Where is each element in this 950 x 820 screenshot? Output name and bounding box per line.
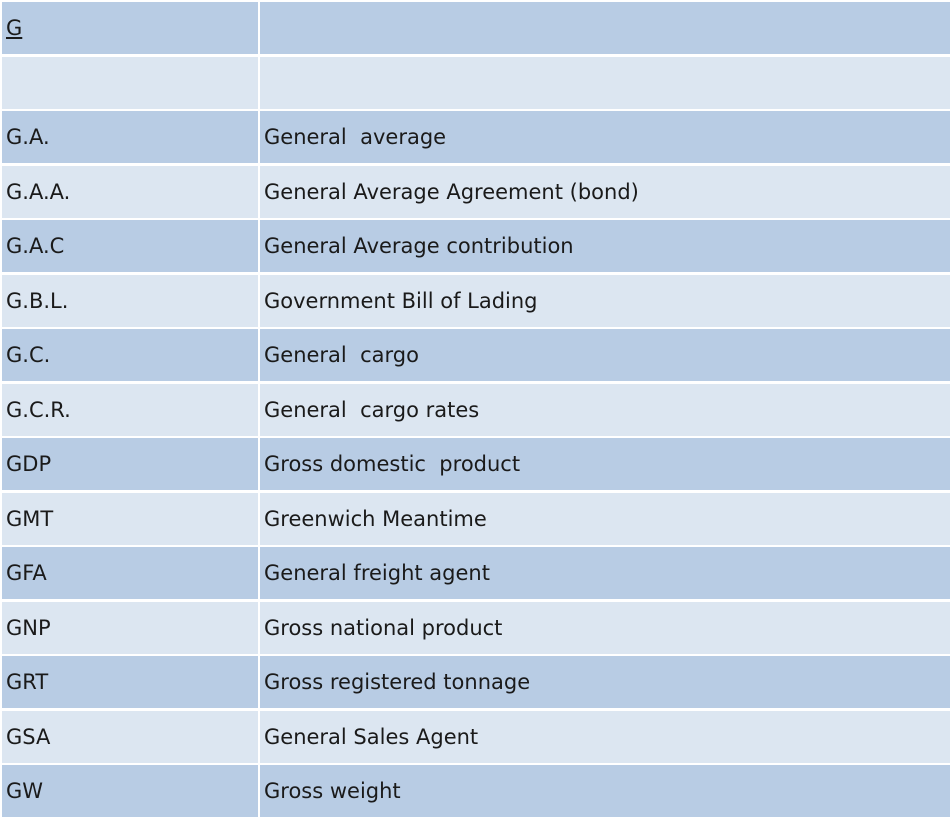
abbreviation-cell: G.B.L.	[2, 274, 258, 327]
abbreviation-cell: GDP	[2, 438, 258, 490]
header-meaning-cell	[260, 2, 950, 54]
table-row: GSA General Sales Agent	[0, 710, 950, 763]
table-row: G.A.A. General Average Agreement (bond)	[0, 165, 950, 218]
table-row: GRT Gross registered tonnage	[0, 656, 950, 708]
table-row: G.A.C General Average contribution	[0, 220, 950, 272]
meaning-cell: General cargo rates	[260, 383, 950, 436]
abbreviation-cell: G.A.A.	[2, 165, 258, 218]
meaning-cell: Gross registered tonnage	[260, 656, 950, 708]
abbreviation-cell: GW	[2, 765, 258, 817]
abbreviation-cell: G.C.R.	[2, 383, 258, 436]
table-row	[0, 56, 950, 109]
table-row: G.C.R. General cargo rates	[0, 383, 950, 436]
table-row: GW Gross weight	[0, 765, 950, 817]
abbreviation-cell: G.A.	[2, 111, 258, 163]
meaning-cell: General Average Agreement (bond)	[260, 165, 950, 218]
meaning-cell: Greenwich Meantime	[260, 492, 950, 545]
abbreviation-cell: GMT	[2, 492, 258, 545]
abbreviation-cell: GFA	[2, 547, 258, 599]
table-row: GNP Gross national product	[0, 601, 950, 654]
abbreviation-cell: GNP	[2, 601, 258, 654]
meaning-cell: Gross national product	[260, 601, 950, 654]
section-letter: G	[2, 2, 258, 54]
table-row: G.A. General average	[0, 111, 950, 163]
abbreviation-cell: GRT	[2, 656, 258, 708]
abbreviation-cell: GSA	[2, 710, 258, 763]
meaning-cell: General Average contribution	[260, 220, 950, 272]
header-row: G	[0, 2, 950, 54]
meaning-cell: Gross domestic product	[260, 438, 950, 490]
table-row: GMT Greenwich Meantime	[0, 492, 950, 545]
meaning-cell: General freight agent	[260, 547, 950, 599]
table-row: G.B.L. Government Bill of Lading	[0, 274, 950, 327]
meaning-cell: General cargo	[260, 329, 950, 381]
meaning-cell: General average	[260, 111, 950, 163]
table-row: GFA General freight agent	[0, 547, 950, 599]
abbreviation-cell: G.C.	[2, 329, 258, 381]
table-row: GDP Gross domestic product	[0, 438, 950, 490]
meaning-cell: General Sales Agent	[260, 710, 950, 763]
abbreviation-cell: G.A.C	[2, 220, 258, 272]
meaning-cell	[260, 56, 950, 109]
abbreviation-cell	[2, 56, 258, 109]
meaning-cell: Gross weight	[260, 765, 950, 817]
table-row: G.C. General cargo	[0, 329, 950, 381]
meaning-cell: Government Bill of Lading	[260, 274, 950, 327]
